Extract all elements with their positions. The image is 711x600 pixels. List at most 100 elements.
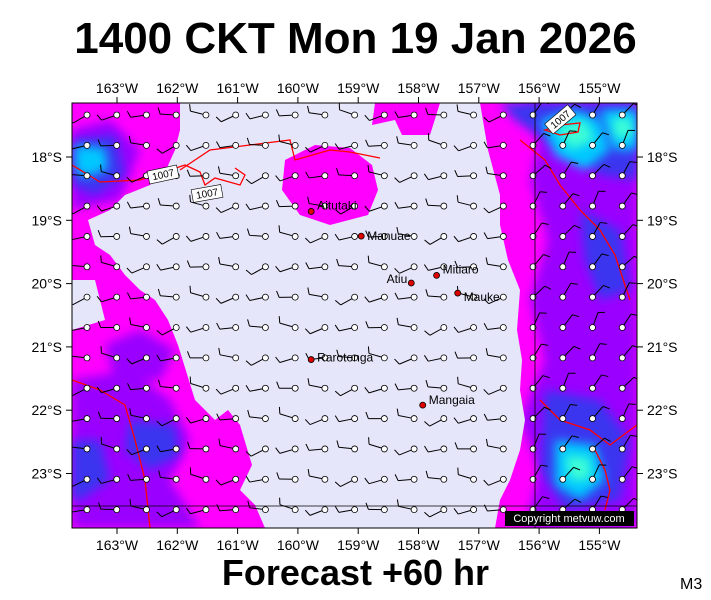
svg-text:Copyright metvuw.com: Copyright metvuw.com: [513, 513, 624, 525]
wind-barb: [247, 319, 269, 331]
wind-barb: [618, 466, 637, 483]
wind-barb: [485, 438, 507, 453]
wind-barb: [185, 506, 210, 515]
wind-barb: [618, 403, 636, 422]
wind-barb: [186, 351, 210, 362]
wind-barb: [364, 111, 388, 121]
wind-barb: [618, 376, 637, 392]
wind-barb: [276, 381, 299, 392]
wind-barb: [307, 287, 329, 301]
wind-barb: [97, 320, 121, 331]
wind-barb: [483, 111, 507, 123]
wind-barb: [453, 324, 477, 333]
wind-barb: [186, 260, 210, 271]
wind-barb: [305, 171, 329, 180]
wind-barb: [245, 354, 269, 366]
lon-tick-label-bottom: 156°W: [518, 537, 561, 553]
wind-barb: [246, 228, 269, 240]
place-label: Atiu: [387, 272, 408, 286]
wind-barb: [618, 129, 635, 149]
wind-barb: [483, 413, 507, 422]
wind-barb: [367, 164, 388, 180]
wind-barb: [425, 379, 448, 392]
lat-tick-label-left: 20°S: [31, 276, 62, 292]
wind-barb: [156, 233, 180, 245]
lat-tick-label-left: 23°S: [31, 466, 62, 482]
wind-barb: [96, 384, 121, 394]
wind-barb: [126, 354, 150, 365]
lon-tick-label-bottom: 161°W: [217, 537, 260, 553]
wind-barb: [72, 263, 91, 271]
wind-barb: [589, 163, 611, 180]
wind-barb: [589, 406, 610, 422]
place-label: Rarotonga: [317, 351, 373, 365]
place-mauke: Mauke: [454, 289, 500, 304]
wind-barb: [245, 384, 269, 392]
wind-barb: [129, 499, 150, 514]
place-marker-dot: [407, 279, 415, 287]
wind-barb: [618, 282, 637, 301]
wind-barb: [368, 437, 388, 453]
wind-barb: [72, 354, 91, 362]
wind-barb: [185, 415, 210, 424]
wind-barb: [276, 472, 299, 483]
wind-barb: [529, 254, 551, 271]
wind-barb: [335, 202, 359, 215]
lon-tick-label-bottom: 160°W: [277, 537, 320, 553]
wind-barb: [454, 351, 477, 362]
wind-barb: [156, 141, 180, 154]
wind-barb: [72, 445, 91, 453]
wind-barb: [589, 437, 611, 453]
wind-barb: [394, 354, 418, 365]
wind-barb: [275, 263, 299, 273]
wind-barb: [72, 293, 91, 306]
wind-barb: [72, 233, 91, 241]
wind-barb: [72, 172, 91, 180]
wind-barb: [100, 346, 121, 362]
lon-tick-label-top: 162°W: [156, 80, 199, 96]
wind-barb: [453, 506, 477, 515]
left-latitude-ticks: 18°S 19°S 20°S 21°S 22°S 23°S: [31, 149, 72, 482]
wind-barb: [485, 348, 507, 362]
wind-barb: [278, 134, 299, 149]
wind-barb: [304, 324, 329, 335]
lat-tick-label-left: 18°S: [31, 149, 62, 165]
wind-barb: [424, 506, 448, 518]
wind-barb: [453, 415, 477, 424]
wind-barb: [245, 445, 269, 457]
wind-barb: [278, 406, 299, 422]
wind-barb: [618, 161, 637, 180]
wind-barb: [304, 233, 329, 244]
wind-barb: [100, 164, 121, 180]
wind-barb: [275, 354, 299, 364]
wind-barb: [336, 440, 359, 453]
wind-barb: [559, 282, 578, 301]
wind-barb: [126, 110, 150, 119]
no-rain-area: [88, 103, 525, 528]
wind-barb: [215, 475, 240, 486]
wind-barb: [394, 383, 418, 392]
wind-barb: [589, 343, 607, 362]
wind-barb: [394, 201, 418, 210]
wind-barb: [307, 378, 329, 392]
wind-barb: [618, 224, 637, 240]
wind-barb: [365, 139, 388, 149]
lat-tick-label-right: 21°S: [647, 339, 678, 355]
wind-barb: [424, 324, 448, 336]
wind-barb: [364, 202, 388, 212]
wind-barb: [129, 317, 150, 331]
wind-barb: [425, 198, 448, 210]
wind-barb: [483, 504, 507, 514]
wind-barb: [189, 467, 210, 483]
wind-barb: [127, 383, 150, 392]
isobar-label-1: 1007: [146, 164, 180, 185]
wind-barb: [279, 497, 299, 514]
wind-barb: [334, 475, 359, 487]
wind-barb: [247, 410, 269, 422]
wind-barb: [218, 257, 240, 271]
wind-barb: [454, 169, 477, 180]
wind-barb: [424, 445, 448, 453]
no-rain-area-west: [72, 280, 105, 330]
wind-barb: [215, 293, 240, 304]
wind-barb: [334, 384, 359, 397]
